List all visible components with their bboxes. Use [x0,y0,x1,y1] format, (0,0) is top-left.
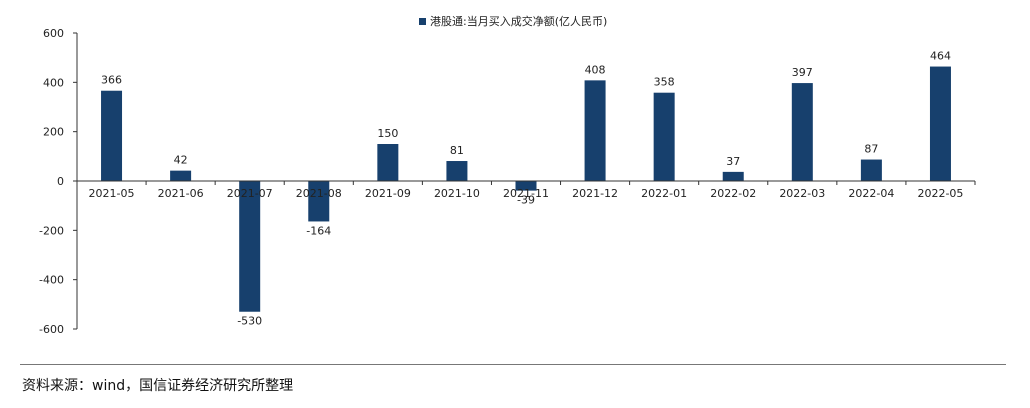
data-label: 87 [864,143,878,156]
y-tick-label: -400 [39,274,64,287]
x-tick-label: 2022-01 [641,187,687,200]
y-tick-label: 200 [43,126,64,139]
bar [929,66,951,181]
x-tick-label: 2022-04 [848,187,894,200]
y-axis: 600 400 200 0 -200 -400 -600 [39,27,78,336]
data-label: 464 [930,50,951,63]
bar [170,170,192,181]
bar-chart: 港股通:当月买入成交净额(亿人民币) 600 400 200 0 -200 -400 -60… [39,14,976,336]
x-tick-label: 2022-05 [917,187,963,200]
data-label: 397 [792,66,813,79]
x-axis: 2021-05 2021-06 2021-07 2021-08 2021-09 2021-… [76,180,976,200]
data-label: 366 [101,74,122,87]
legend-swatch [419,18,426,25]
source-divider [20,364,1006,365]
x-tick-label: 2021-09 [365,187,411,200]
bar [308,181,330,222]
y-tick-label: 600 [43,27,64,40]
data-label: -39 [517,194,535,207]
bar [860,159,882,181]
bar [722,171,744,181]
legend: 港股通:当月买入成交净额(亿人民币) [419,14,607,28]
legend-label: 港股通:当月买入成交净额(亿人民币) [430,14,607,28]
data-label: 81 [450,144,464,157]
data-label: 42 [174,154,188,167]
data-label: 408 [585,63,606,76]
x-tick-label: 2021-05 [89,187,135,200]
x-tick-label: 2021-11 [503,187,549,200]
bar [446,161,468,181]
y-tick-label: -600 [39,323,64,336]
x-tick-label: 2021-07 [227,187,273,200]
bar [653,92,675,181]
y-tick-label: 400 [43,76,64,89]
bar [377,144,399,181]
bars: 366 42 -530 -164 150 81 -39 408 358 37 397 87 464 [101,50,951,328]
x-tick-label: 2021-10 [434,187,480,200]
data-label: -530 [237,315,262,328]
bar [101,90,123,181]
bar [515,181,537,191]
x-tick-label: 2022-03 [779,187,825,200]
data-label: -164 [306,224,331,237]
data-label: 37 [726,155,740,168]
x-tick-label: 2021-08 [296,187,342,200]
bar [239,181,261,312]
data-label: 358 [654,76,675,89]
data-label: 150 [377,127,398,140]
y-tick-label: -200 [39,224,64,237]
source-note: 资料来源：wind，国信证券经济研究所整理 [22,378,294,394]
bar [584,80,606,181]
bar [791,83,813,181]
x-tick-label: 2021-06 [158,187,204,200]
x-tick-label: 2021-12 [572,187,618,200]
x-tick-label: 2022-02 [710,187,756,200]
y-tick-label: 0 [57,175,64,188]
